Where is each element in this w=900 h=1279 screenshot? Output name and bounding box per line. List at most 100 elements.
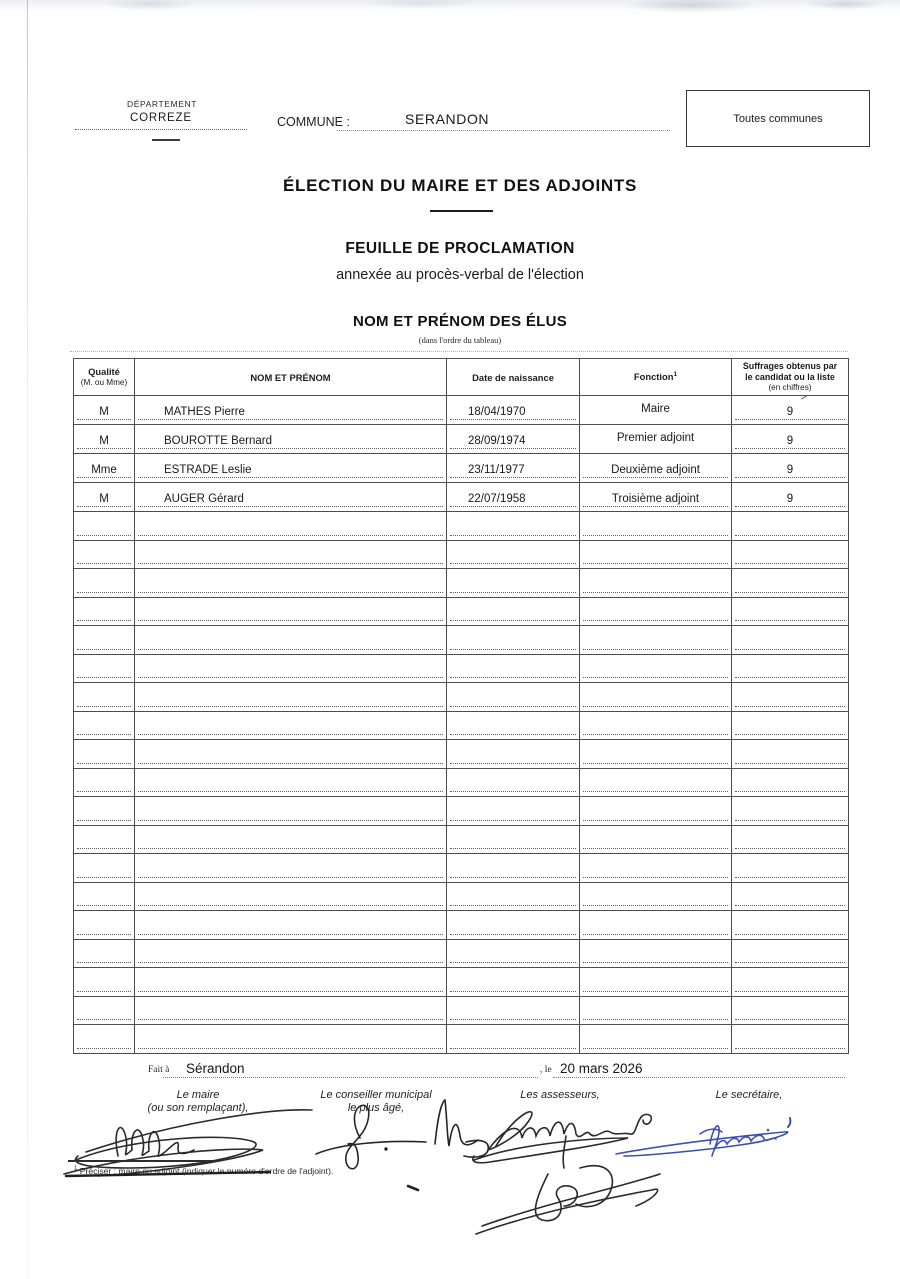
header-qualite: Qualité (M. ou Mme) <box>73 358 135 396</box>
empty-cell <box>579 653 732 683</box>
empty-cell <box>731 625 849 655</box>
header-fonction: Fonction1 <box>579 358 732 396</box>
empty-cell <box>731 511 849 541</box>
assesseurs-signature <box>472 1111 661 1235</box>
section-note: (dans l'ordre du tableau) <box>418 335 502 345</box>
commune-label: COMMUNE : <box>277 115 350 129</box>
empty-table-row <box>73 653 849 683</box>
header-nom: NOM ET PRÉNOM <box>134 358 447 396</box>
empty-cell <box>73 824 135 854</box>
empty-cell <box>73 739 135 769</box>
empty-cell <box>579 511 732 541</box>
empty-cell <box>731 910 849 940</box>
empty-cell <box>134 682 447 712</box>
empty-cell <box>446 767 580 797</box>
empty-cell <box>579 824 732 854</box>
suffrages-cell: 9 <box>731 424 849 454</box>
empty-cell <box>134 653 447 683</box>
section-title-elus: NOM ET PRÉNOM DES ÉLUS <box>352 313 568 330</box>
empty-table-row <box>73 767 849 797</box>
empty-cell <box>134 625 447 655</box>
empty-cell <box>73 653 135 683</box>
empty-cell <box>134 824 447 854</box>
empty-cell <box>579 910 732 940</box>
empty-cell <box>73 796 135 826</box>
empty-cell <box>134 796 447 826</box>
empty-table-row <box>73 625 849 655</box>
toutes-communes-label: Toutes communes <box>733 112 823 125</box>
assesseurs-signature-label: Les assesseurs, <box>520 1089 600 1101</box>
empty-table-row <box>73 539 849 569</box>
empty-table-row <box>73 682 849 712</box>
empty-cell <box>73 625 135 655</box>
empty-cell <box>73 767 135 797</box>
empty-cell <box>73 995 135 1025</box>
fait-a-label: Fait à <box>148 1065 170 1075</box>
empty-cell <box>73 910 135 940</box>
maire-signature <box>63 1109 313 1178</box>
empty-cell <box>73 539 135 569</box>
commune-dotted-line <box>337 130 670 131</box>
empty-cell <box>579 625 732 655</box>
empty-cell <box>134 967 447 997</box>
empty-cell <box>731 967 849 997</box>
qualite-cell: Mme <box>73 453 135 483</box>
scan-noise-band <box>0 0 900 15</box>
fait-a-dotted-line <box>163 1077 538 1078</box>
empty-cell <box>446 853 580 883</box>
empty-cell <box>446 539 580 569</box>
empty-table-row <box>73 853 849 883</box>
subtitle-proclamation: FEUILLE DE PROCLAMATION <box>345 240 575 257</box>
empty-table-row <box>73 739 849 769</box>
departement-dash <box>152 139 180 141</box>
empty-table-row <box>73 881 849 911</box>
conseiller-signature-label: Le conseiller municipal <box>320 1089 432 1101</box>
table-row: Mme ESTRADE Leslie 23/11/1977 Deuxième a… <box>73 453 849 483</box>
empty-cell <box>73 938 135 968</box>
empty-cell <box>73 596 135 626</box>
empty-cell <box>446 967 580 997</box>
empty-cell <box>446 1024 580 1054</box>
empty-cell <box>134 853 447 883</box>
naissance-cell: 28/09/1974 <box>446 424 580 454</box>
departement-value: CORREZE <box>130 112 192 124</box>
empty-cell <box>134 539 447 569</box>
date-dotted-line <box>553 1077 845 1078</box>
empty-cell <box>446 739 580 769</box>
empty-cell <box>134 739 447 769</box>
page-title: ÉLECTION DU MAIRE ET DES ADJOINTS <box>283 176 637 195</box>
table-row: M MATHES Pierre 18/04/1970 Maire 9 <box>73 395 849 425</box>
empty-cell <box>134 710 447 740</box>
empty-cell <box>579 682 732 712</box>
empty-cell <box>134 1024 447 1054</box>
date-value: 20 mars 2026 <box>560 1061 643 1076</box>
empty-cell <box>134 881 447 911</box>
empty-cell <box>731 853 849 883</box>
qualite-cell: M <box>73 482 135 512</box>
empty-cell <box>579 995 732 1025</box>
empty-cell <box>731 881 849 911</box>
empty-cell <box>731 796 849 826</box>
empty-cell <box>446 995 580 1025</box>
empty-cell <box>731 995 849 1025</box>
empty-cell <box>73 967 135 997</box>
empty-cell <box>579 596 732 626</box>
subtitle-note: annexée au procès-verbal de l'élection <box>336 267 584 283</box>
empty-table-row <box>73 824 849 854</box>
empty-cell <box>73 511 135 541</box>
toutes-communes-box: Toutes communes <box>686 90 870 147</box>
table-row: M AUGER Gérard 22/07/1958 Troisième adjo… <box>73 482 849 512</box>
scan-artifact-line <box>27 0 28 1279</box>
fonction-cell: Troisième adjoint <box>579 482 732 512</box>
empty-table-row <box>73 910 849 940</box>
empty-cell <box>446 796 580 826</box>
empty-cell <box>579 881 732 911</box>
empty-cell <box>73 568 135 598</box>
maire-signature-sublabel: (ou son remplaçant), <box>147 1102 249 1114</box>
empty-table-row <box>73 596 849 626</box>
naissance-cell: 18/04/1970 <box>446 395 580 425</box>
commune-value: SERANDON <box>405 111 490 127</box>
empty-cell <box>73 853 135 883</box>
empty-cell <box>731 767 849 797</box>
